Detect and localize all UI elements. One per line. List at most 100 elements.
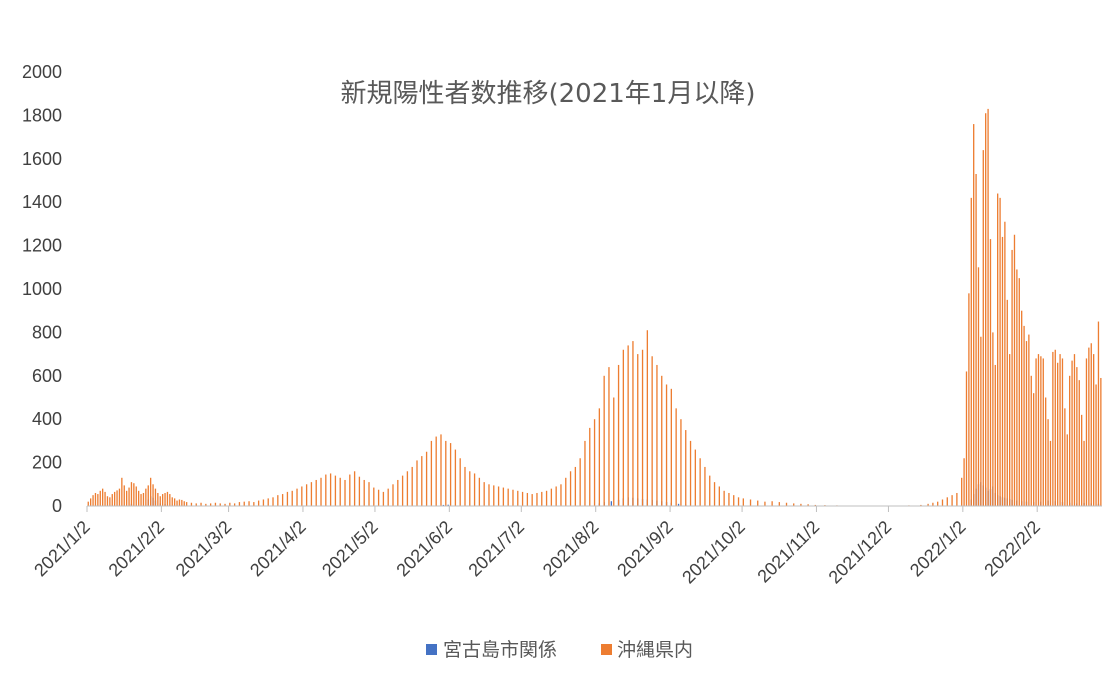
bar-okinawa [1052,351,1054,506]
bar-okinawa [164,492,166,506]
y-tick-label: 2000 [22,62,62,82]
bar-okinawa [1023,325,1025,506]
y-tick-label: 1800 [22,105,62,125]
bar-okinawa [454,449,457,506]
bar-okinawa [1045,397,1047,506]
bar-okinawa [128,487,130,506]
bar-okinawa [1057,362,1059,506]
bar-okinawa [181,499,183,506]
bar-okinawa [565,477,567,506]
y-tick-label: 200 [32,453,62,473]
bar-okinawa [401,475,404,506]
bar-okinawa [1016,269,1018,506]
legend-swatch-okinawa [601,644,612,655]
bar-okinawa [694,449,696,506]
bar-okinawa [661,375,663,506]
bar-okinawa [622,349,625,506]
x-tick-label: 2021/6/2 [392,517,456,581]
bar-okinawa [257,500,260,506]
bar-okinawa [980,336,982,506]
x-tick-label: 2021/12/2 [825,517,896,588]
bar-okinawa [749,499,752,506]
bar-okinawa [1040,356,1042,506]
bar-okinawa [325,474,327,506]
bar-okinawa [109,497,111,506]
bar-okinawa [178,499,181,506]
bar-okinawa [90,498,92,506]
bar-okinawa [613,397,615,506]
bar-okinawa [205,503,207,506]
bar-okinawa [718,486,720,506]
bar-okinawa [368,482,370,506]
bar-okinawa [135,486,137,506]
bar-okinawa [392,484,394,506]
bar-okinawa [757,500,759,506]
bar-okinawa [169,494,171,506]
bar-okinawa [435,436,437,506]
bar-okinawa [793,503,795,506]
bar-okinawa [1006,299,1008,506]
bar-okinawa [176,500,178,506]
bar-okinawa [1054,349,1056,506]
bar-okinawa [224,503,226,506]
bar-okinawa [377,489,380,506]
bar-okinawa [569,471,572,506]
bar-okinawa [349,474,351,506]
bar-okinawa [1028,334,1030,506]
bar-okinawa [121,477,123,506]
y-tick-label: 0 [52,496,62,516]
bar-okinawa [291,490,293,506]
bar-okinawa [1093,354,1095,506]
bar-okinawa [961,477,963,506]
bar-okinawa [709,475,711,506]
bar-okinawa [737,497,740,506]
bar-okinawa [593,419,596,506]
bar-okinawa [965,371,968,506]
bar-okinawa [382,491,385,506]
bar-okinawa [334,475,337,506]
bar-okinawa [320,477,322,506]
bar-okinawa [977,267,980,506]
legend-swatch-miyako [426,644,437,655]
bar-okinawa [507,488,509,506]
legend: 宮古島市関係 沖縄県内 [426,639,693,661]
bar-okinawa [219,503,221,506]
bar-okinawa [464,466,466,506]
bar-okinawa [130,482,133,506]
bar-okinawa [248,501,250,506]
bar-okinawa [106,496,109,506]
bar-okinawa [358,476,361,506]
bar-okinawa [1035,358,1037,506]
bar-okinawa [982,150,984,506]
x-tick-label: 2021/11/2 [753,517,823,587]
bar-okinawa [166,491,169,506]
x-tick-label: 2021/8/2 [539,517,603,581]
bar-okinawa [932,502,934,506]
bar-okinawa [296,488,298,506]
y-tick-label: 1600 [22,149,62,169]
bar-okinawa [281,494,284,506]
bar-okinawa [425,451,428,506]
bar-okinawa [1025,341,1028,506]
bar-okinawa [161,494,164,506]
series-miyako [130,482,1100,506]
bar-okinawa [493,485,495,506]
bar-okinawa [728,492,730,506]
bar-okinawa [473,473,476,506]
bar-okinawa [814,504,816,506]
bar-okinawa [445,440,447,506]
bar-okinawa [1076,367,1078,506]
bar-okinawa [1037,354,1040,506]
bar-okinawa [1033,393,1035,506]
bar-okinawa [209,503,212,506]
bar-okinawa [670,388,672,506]
bar-okinawa [555,486,557,506]
bar-okinawa [994,364,996,506]
bar-okinawa [589,427,591,506]
bar-okinawa [1047,419,1049,506]
bar-okinawa [449,443,452,506]
bar-okinawa [94,492,97,506]
bar-okinawa [521,491,524,506]
bar-okinawa [800,503,802,506]
bar-okinawa [997,193,999,506]
